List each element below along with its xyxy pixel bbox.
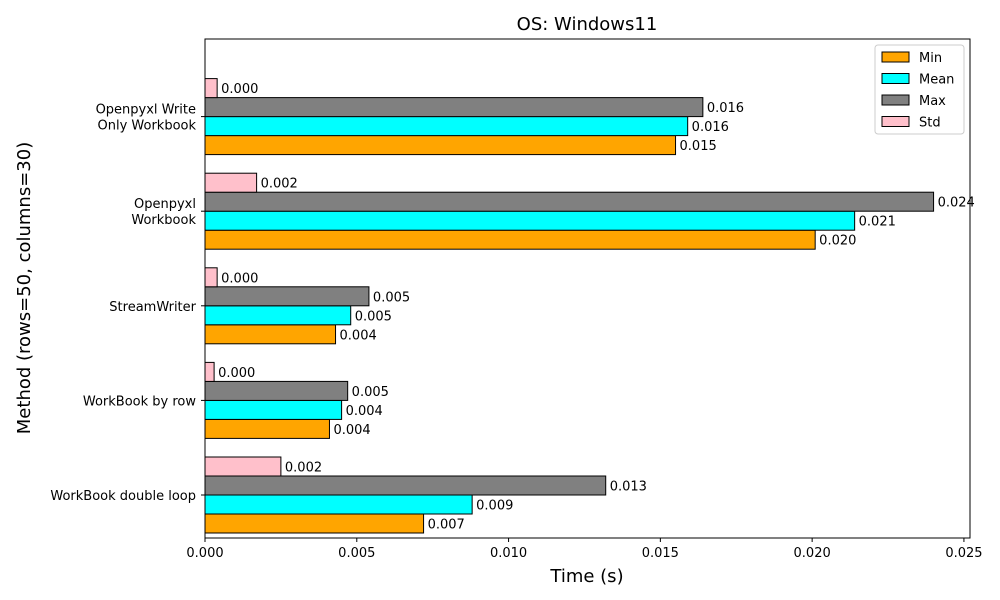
x-tick-label-4: 0.020: [794, 546, 831, 561]
bar-max-4: [204, 97, 704, 118]
bar-max-2: [204, 286, 370, 307]
bar-std-4: [204, 78, 218, 99]
data-label-mean-0: 0.009: [476, 499, 513, 514]
data-label-min-3: 0.020: [819, 234, 856, 249]
legend-swatch-mean: [881, 73, 910, 84]
bars-layer: 0.007 0.009 0.013 0.002 0.004 0.004 0.005 0.000…: [204, 78, 975, 534]
chart-title: OS: Windows11: [517, 14, 658, 35]
bar-mean-3: [204, 210, 856, 231]
x-tick-label-0: 0.000: [186, 546, 223, 561]
y-tick-label-2: StreamWriter: [109, 300, 196, 315]
bar-max-1: [204, 380, 349, 401]
legend-swatch-max: [881, 94, 910, 106]
bar-min-0: [204, 513, 425, 534]
bar-min-3: [204, 229, 816, 250]
y-tick-label-1: WorkBook by row: [83, 394, 196, 409]
data-label-max-0: 0.013: [610, 480, 647, 495]
x-tick-label-1: 0.005: [338, 546, 375, 561]
bar-max-3: [204, 191, 935, 212]
bar-std-3: [204, 172, 258, 193]
data-label-std-0: 0.002: [285, 461, 322, 476]
bar-min-4: [204, 135, 677, 156]
ticks-layer: WorkBook double loop WorkBook by row Strea…: [50, 103, 982, 561]
y-tick-label-4: Openpyxl Write Only Workbook: [96, 103, 197, 134]
bar-std-1: [204, 361, 215, 382]
y-tick-label-3: Openpyxl Workbook: [131, 197, 196, 228]
data-label-std-4: 0.000: [221, 82, 258, 97]
data-label-max-2: 0.005: [373, 290, 410, 305]
bar-mean-4: [204, 116, 689, 137]
data-label-mean-1: 0.004: [346, 404, 383, 419]
bar-std-0: [204, 456, 282, 477]
data-label-std-2: 0.000: [221, 271, 258, 286]
bar-std-2: [204, 267, 218, 288]
data-label-min-1: 0.004: [333, 423, 370, 438]
x-tick-label-5: 0.025: [945, 546, 982, 561]
bar-mean-1: [204, 399, 343, 420]
legend-swatch-min: [881, 51, 910, 63]
data-label-min-2: 0.004: [340, 328, 377, 343]
data-label-std-3: 0.002: [261, 177, 298, 192]
data-label-mean-2: 0.005: [355, 309, 392, 324]
bar-min-1: [204, 418, 330, 439]
bar-mean-0: [204, 494, 473, 515]
legend-label-std: Std: [919, 116, 941, 131]
plot-frame: [204, 38, 971, 539]
data-label-min-0: 0.007: [428, 518, 465, 533]
data-label-min-4: 0.015: [680, 139, 717, 154]
legend: Min Mean Max Std: [874, 44, 965, 135]
data-label-std-1: 0.000: [218, 366, 255, 381]
legend-label-min: Min: [919, 51, 942, 66]
x-tick-label-2: 0.010: [490, 546, 527, 561]
data-label-max-3: 0.024: [938, 196, 975, 211]
legend-swatch-std: [881, 116, 910, 127]
y-tick-label-0: WorkBook double loop: [50, 489, 196, 504]
legend-label-mean: Mean: [919, 73, 954, 88]
x-tick-label-3: 0.015: [642, 546, 679, 561]
data-label-mean-3: 0.021: [859, 215, 896, 230]
bar-min-2: [204, 324, 337, 345]
bar-max-0: [204, 475, 607, 496]
data-label-max-1: 0.005: [352, 385, 389, 400]
legend-box: [874, 44, 965, 135]
data-label-max-4: 0.016: [707, 101, 744, 116]
data-label-mean-4: 0.016: [692, 120, 729, 135]
legend-label-max: Max: [919, 94, 946, 109]
y-axis-label: Method (rows=50, columns=30): [14, 142, 35, 434]
x-axis-label: Time (s): [549, 566, 623, 587]
bar-mean-2: [204, 305, 352, 326]
